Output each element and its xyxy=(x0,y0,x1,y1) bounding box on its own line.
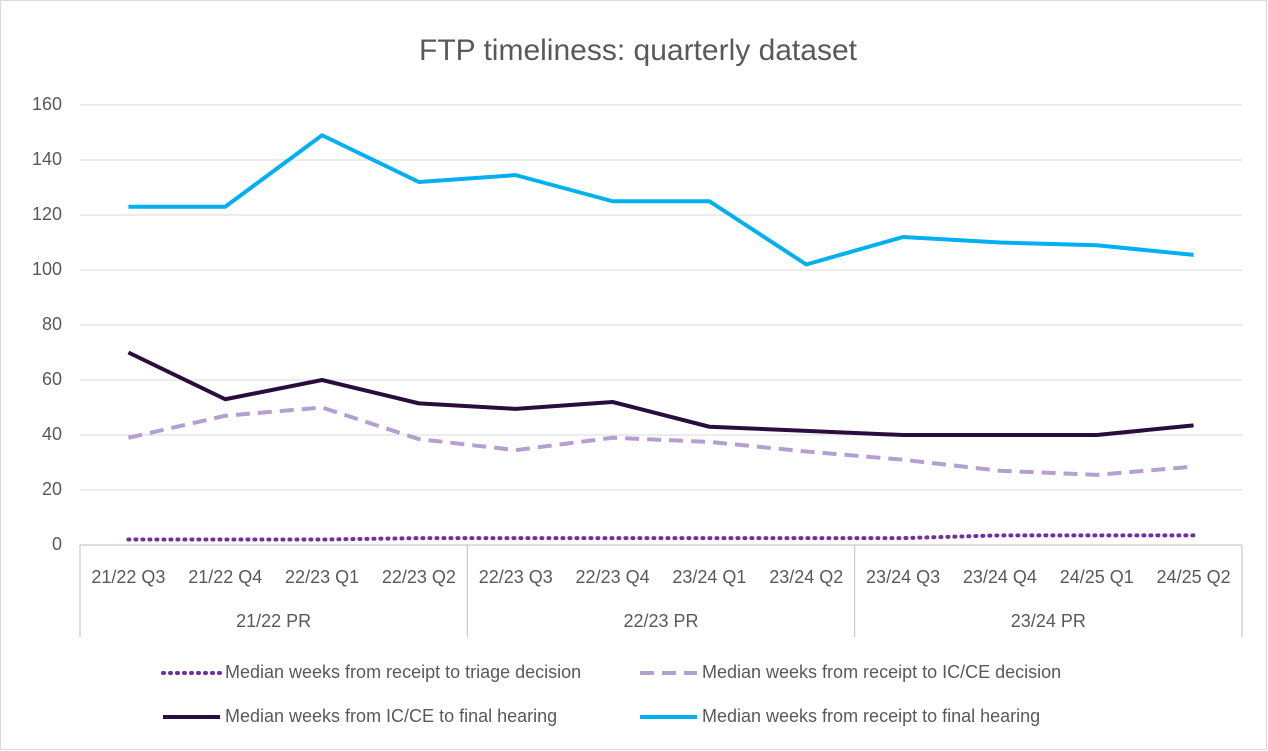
y-tick-label: 0 xyxy=(52,534,62,554)
series-line xyxy=(127,405,1194,477)
y-tick-label: 120 xyxy=(32,204,62,224)
x-tick-label: 24/25 Q1 xyxy=(1060,567,1134,587)
x-tick-label: 21/22 Q3 xyxy=(91,567,165,587)
legend-label: Median weeks from receipt to triage deci… xyxy=(225,662,581,682)
y-tick-label: 100 xyxy=(32,259,62,279)
x-tick-label: 22/23 Q1 xyxy=(285,567,359,587)
group-label: 22/23 PR xyxy=(623,611,698,631)
chart-title: FTP timeliness: quarterly dataset xyxy=(419,34,858,67)
y-tick-label: 20 xyxy=(42,479,62,499)
x-tick-label: 24/25 Q2 xyxy=(1157,567,1231,587)
y-tick-label: 40 xyxy=(42,424,62,444)
y-tick-label: 60 xyxy=(42,369,62,389)
legend-label: Median weeks from receipt to final heari… xyxy=(702,706,1040,726)
y-tick-label: 140 xyxy=(32,149,62,169)
legend-label: Median weeks from receipt to IC/CE decis… xyxy=(702,662,1061,682)
x-tick-label: 23/24 Q2 xyxy=(769,567,843,587)
x-tick-label: 23/24 Q3 xyxy=(866,567,940,587)
legend-label: Median weeks from IC/CE to final hearing xyxy=(225,706,557,726)
group-label: 23/24 PR xyxy=(1011,611,1086,631)
x-tick-label: 23/24 Q4 xyxy=(963,567,1037,587)
y-tick-label: 160 xyxy=(32,94,62,114)
x-tick-label: 21/22 Q4 xyxy=(188,567,262,587)
x-tick-label: 22/23 Q2 xyxy=(382,567,456,587)
x-tick-label: 23/24 Q1 xyxy=(672,567,746,587)
x-tick-label: 22/23 Q3 xyxy=(479,567,553,587)
series-line xyxy=(126,533,1196,542)
y-tick-label: 80 xyxy=(42,314,62,334)
x-tick-label: 22/23 Q4 xyxy=(576,567,650,587)
series-line xyxy=(127,350,1194,437)
series-line xyxy=(128,133,1194,267)
group-label: 21/22 PR xyxy=(236,611,311,631)
